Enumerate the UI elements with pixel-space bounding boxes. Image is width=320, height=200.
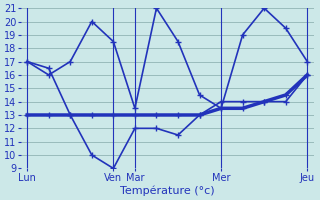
X-axis label: Température (°c): Température (°c) (120, 185, 214, 196)
